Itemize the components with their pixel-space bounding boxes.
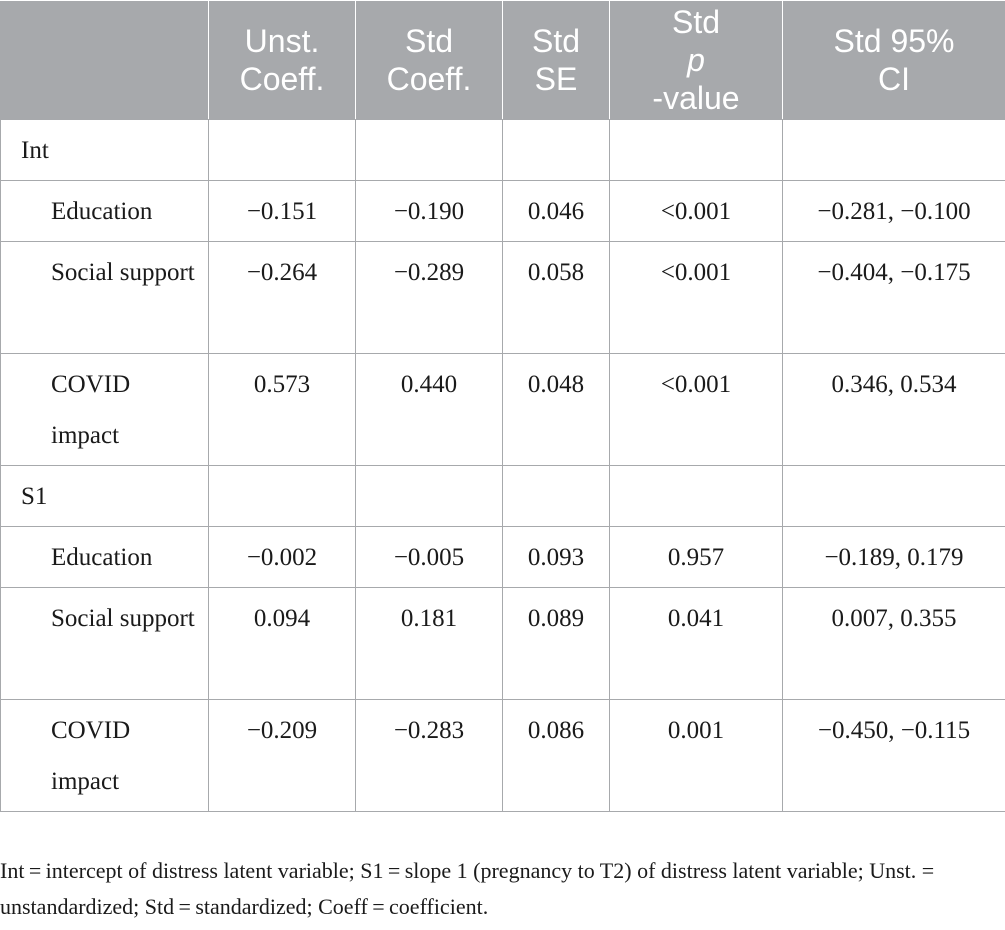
unst-coeff-cell: −0.151 xyxy=(208,180,356,242)
p-value-cell: <0.001 xyxy=(609,241,783,354)
table-cell xyxy=(502,465,610,527)
header-unst-coeff: Unst. Coeff. xyxy=(208,0,356,120)
row-label: Education xyxy=(0,180,209,242)
ci-cell: −0.189, 0.179 xyxy=(782,526,1005,588)
ci-cell: 0.346, 0.534 xyxy=(782,353,1005,466)
group-label: S1 xyxy=(0,465,209,527)
group-label: Int xyxy=(0,119,209,181)
table-row: Social support 0.094 0.181 0.089 0.041 0… xyxy=(0,587,1005,700)
std-coeff-cell: −0.289 xyxy=(355,241,503,354)
std-coeff-cell: −0.190 xyxy=(355,180,503,242)
header-row: Unst. Coeff. Std Coeff. Std SE Std p -val… xyxy=(0,0,1005,120)
header-line: Std xyxy=(404,23,454,59)
table-row: Education −0.002 −0.005 0.093 0.957 −0.1… xyxy=(0,526,1005,588)
table-cell xyxy=(208,465,356,527)
table-row: Social support −0.264 −0.289 0.058 <0.00… xyxy=(0,241,1005,354)
header-blank xyxy=(0,0,209,120)
p-value-cell: 0.041 xyxy=(609,587,783,700)
p-value-cell: <0.001 xyxy=(609,180,783,242)
unst-coeff-cell: 0.573 xyxy=(208,353,356,466)
row-label: Social support xyxy=(0,241,209,354)
p-value-cell: 0.001 xyxy=(609,699,783,812)
row-label: Education xyxy=(0,526,209,588)
table-footnote: Int = intercept of distress latent varia… xyxy=(0,858,935,919)
group-row-int: Int xyxy=(0,119,1005,181)
header-std-95-ci: Std 95% CI xyxy=(782,0,1005,120)
header-line: CI xyxy=(878,61,910,97)
table-row: Education −0.151 −0.190 0.046 <0.001 −0.… xyxy=(0,180,1005,242)
ci-cell: 0.007, 0.355 xyxy=(782,587,1005,700)
std-se-cell: 0.048 xyxy=(502,353,610,466)
std-coeff-cell: 0.440 xyxy=(355,353,503,466)
unst-coeff-cell: 0.094 xyxy=(208,587,356,700)
std-se-cell: 0.089 xyxy=(502,587,610,700)
unst-coeff-cell: −0.002 xyxy=(208,526,356,588)
table-row: COVID impact 0.573 0.440 0.048 <0.001 0.… xyxy=(0,353,1005,466)
table-cell xyxy=(208,119,356,181)
header-std-p-value: Std p -value xyxy=(609,0,783,120)
p-value-cell: 0.957 xyxy=(609,526,783,588)
ci-cell: −0.450, −0.115 xyxy=(782,699,1005,812)
ci-cell: −0.404, −0.175 xyxy=(782,241,1005,354)
table-cell xyxy=(609,119,783,181)
p-value-cell: <0.001 xyxy=(609,353,783,466)
std-se-cell: 0.093 xyxy=(502,526,610,588)
table-cell xyxy=(355,465,503,527)
header-std-coeff: Std Coeff. xyxy=(355,0,503,120)
header-line: Coeff. xyxy=(386,61,472,97)
table-cell xyxy=(782,465,1005,527)
unst-coeff-cell: −0.209 xyxy=(208,699,356,812)
header-std-se: Std SE xyxy=(502,0,610,120)
unst-coeff-cell: −0.264 xyxy=(208,241,356,354)
ci-cell: −0.281, −0.100 xyxy=(782,180,1005,242)
table-row: COVID impact −0.209 −0.283 0.086 0.001 −… xyxy=(0,699,1005,812)
row-label: COVID impact xyxy=(0,699,209,812)
header-line: Std xyxy=(671,4,721,40)
table-body: Int Education −0.151 −0.190 0.046 <0.001… xyxy=(0,119,1005,812)
table-cell xyxy=(502,119,610,181)
results-table: Unst. Coeff. Std Coeff. Std SE Std p -val… xyxy=(0,0,1005,812)
header-line: Unst. xyxy=(244,23,320,59)
std-coeff-cell: 0.181 xyxy=(355,587,503,700)
header-line: Std xyxy=(531,23,581,59)
header-line: p -value xyxy=(614,41,778,117)
std-se-cell: 0.046 xyxy=(502,180,610,242)
table-header: Unst. Coeff. Std Coeff. Std SE Std p -val… xyxy=(0,0,1005,120)
table-cell xyxy=(609,465,783,527)
header-italic-p: p xyxy=(687,42,705,78)
header-line: SE xyxy=(534,61,578,97)
std-se-cell: 0.058 xyxy=(502,241,610,354)
std-coeff-cell: −0.005 xyxy=(355,526,503,588)
row-label: COVID impact xyxy=(0,353,209,466)
std-se-cell: 0.086 xyxy=(502,699,610,812)
header-line: Coeff. xyxy=(239,61,325,97)
group-row-s1: S1 xyxy=(0,465,1005,527)
row-label: Social support xyxy=(0,587,209,700)
table-cell xyxy=(355,119,503,181)
table-cell xyxy=(782,119,1005,181)
std-coeff-cell: −0.283 xyxy=(355,699,503,812)
header-line-tail: -value xyxy=(652,80,740,116)
header-line: Std 95% xyxy=(833,23,955,59)
